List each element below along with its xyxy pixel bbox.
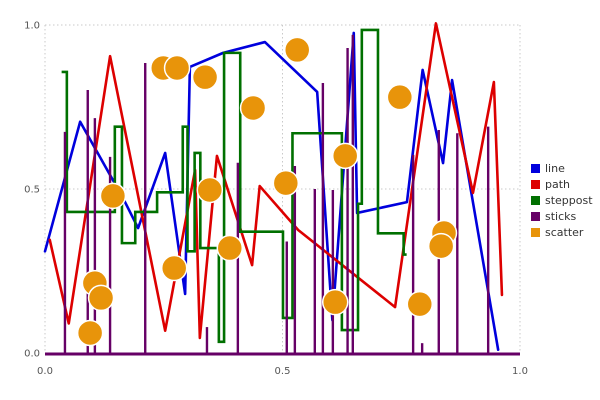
series-steppost [61, 28, 407, 344]
legend-label-path: path [545, 178, 570, 191]
series-scatter-marker-15 [321, 288, 349, 316]
series-scatter-marker-14 [216, 234, 244, 262]
series-path [48, 22, 504, 340]
series-scatter-marker-6 [99, 182, 127, 210]
legend-swatch-sticks [531, 212, 540, 221]
series-scatter-marker-18 [427, 232, 455, 260]
legend-label-steppost: steppost [545, 194, 593, 207]
series-scatter-marker-16 [406, 290, 434, 318]
series-scatter-marker-8 [272, 169, 300, 197]
series-scatter-marker-7 [196, 176, 224, 204]
y-tick-label-1: 0.5 [24, 185, 40, 196]
legend-swatch-steppost [531, 196, 540, 205]
x-tick-label-2: 1.0 [512, 366, 528, 377]
series-scatter-marker-9 [331, 142, 359, 170]
y-tick-label-2: 1.0 [24, 21, 40, 32]
x-tick-label-0: 0.0 [37, 366, 53, 377]
series-scatter-marker-12 [76, 319, 104, 347]
x-tick-label-1: 0.5 [275, 366, 291, 377]
series-scatter-marker-13 [160, 254, 188, 282]
series-scatter-marker-1 [163, 54, 191, 82]
legend-swatch-scatter [531, 228, 540, 237]
series-scatter-marker-4 [283, 36, 311, 64]
series-scatter-marker-2 [191, 63, 219, 91]
legend-swatch-line [531, 164, 540, 173]
series-scatter-marker-5 [386, 83, 414, 111]
legend-label-scatter: scatter [545, 226, 584, 239]
legend-label-sticks: sticks [545, 210, 577, 223]
y-tick-label-0: 0.0 [24, 349, 40, 360]
legend-swatch-path [531, 180, 540, 189]
series-scatter-marker-11 [87, 284, 115, 312]
legend-label-line: line [545, 162, 565, 175]
series-scatter-marker-3 [239, 94, 267, 122]
